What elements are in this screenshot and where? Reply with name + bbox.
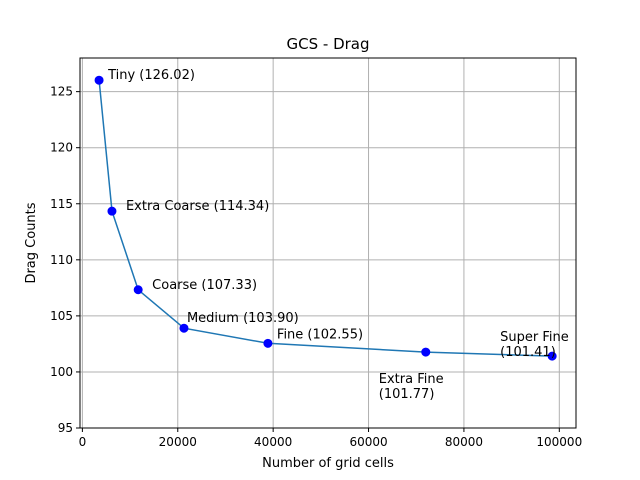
x-tick-label: 0 bbox=[79, 435, 87, 449]
data-points bbox=[94, 75, 557, 361]
data-point bbox=[179, 323, 189, 333]
y-tick-label: 105 bbox=[50, 309, 73, 323]
y-tick-label: 100 bbox=[50, 365, 73, 379]
point-annotations: Tiny (126.02) Extra Coarse (114.34) Coarse… bbox=[107, 68, 569, 402]
point-annotation: Super Fine bbox=[500, 330, 569, 345]
y-tick-label: 120 bbox=[50, 141, 73, 155]
plot-frame bbox=[79, 57, 577, 429]
x-tick-label: 80000 bbox=[445, 435, 483, 449]
point-annotation: Extra Coarse (114.34) bbox=[126, 199, 269, 214]
point-annotation: (101.41) bbox=[500, 345, 556, 360]
point-annotation: Fine (102.55) bbox=[277, 327, 363, 342]
y-tick-label: 110 bbox=[50, 253, 73, 267]
x-tick-label: 100000 bbox=[536, 435, 582, 449]
series-line-group bbox=[98, 80, 553, 357]
y-axis-label: Drag Counts bbox=[24, 202, 39, 283]
x-tick-label: 20000 bbox=[159, 435, 197, 449]
data-point bbox=[133, 285, 143, 295]
data-point bbox=[263, 338, 273, 348]
x-axis-label: Number of grid cells bbox=[262, 456, 394, 471]
point-annotation: Tiny (126.02) bbox=[107, 68, 195, 83]
data-point bbox=[94, 75, 104, 85]
y-tick-label: 125 bbox=[50, 85, 73, 99]
y-tick-label: 115 bbox=[50, 197, 73, 211]
x-axis-ticks: 0 20000 40000 60000 80000 100000 bbox=[79, 428, 582, 449]
data-point bbox=[547, 351, 557, 361]
x-tick-label: 40000 bbox=[254, 435, 292, 449]
y-axis-ticks: 95 100 105 110 115 120 125 bbox=[50, 85, 80, 435]
series-line bbox=[98, 80, 553, 357]
grid bbox=[80, 58, 576, 429]
point-annotation: Coarse (107.33) bbox=[152, 278, 257, 293]
chart-title: GCS - Drag bbox=[287, 35, 370, 53]
point-annotation: Extra Fine bbox=[379, 372, 444, 387]
x-tick-label: 60000 bbox=[349, 435, 387, 449]
y-tick-label: 95 bbox=[58, 421, 73, 435]
point-annotation: (101.77) bbox=[379, 387, 435, 402]
point-annotation: Medium (103.90) bbox=[187, 311, 299, 326]
data-point bbox=[107, 206, 117, 216]
data-point bbox=[421, 347, 431, 357]
